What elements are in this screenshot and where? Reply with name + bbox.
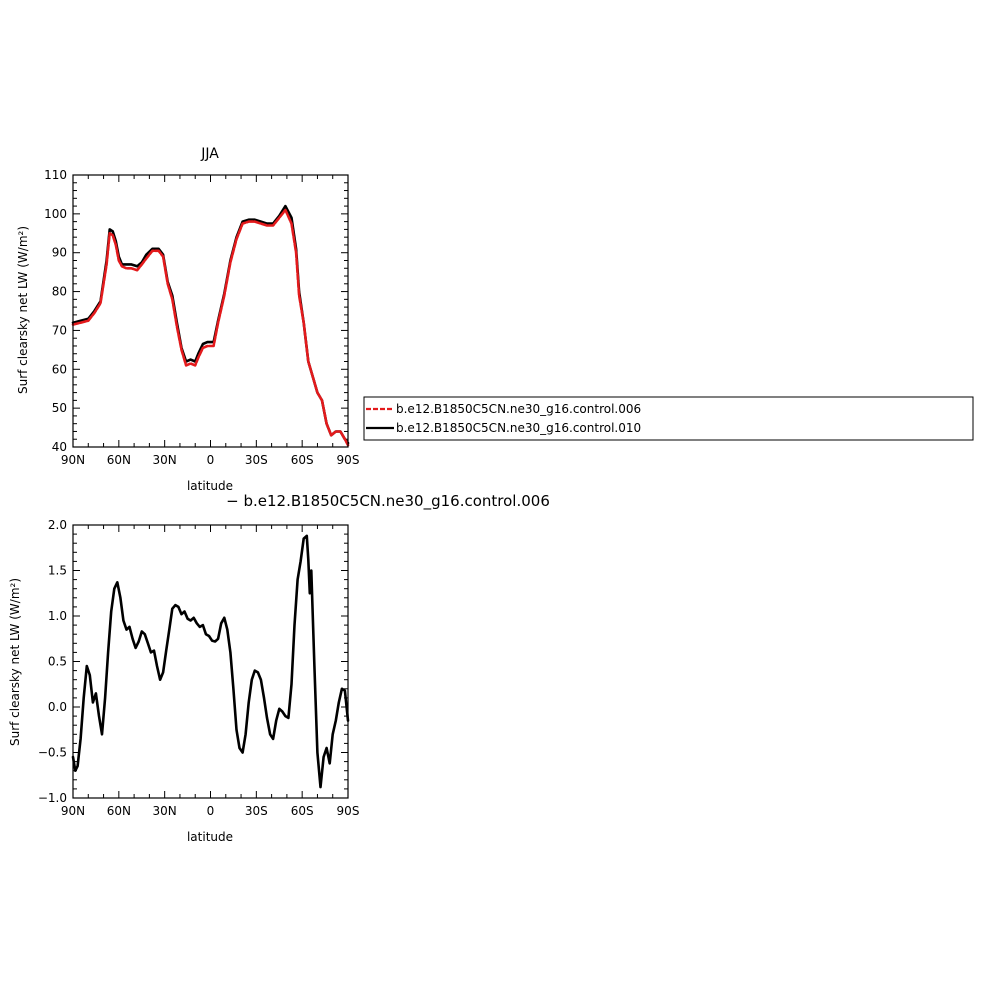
bottom-ytick-label: 0.0: [48, 700, 67, 714]
top-xtick-label: 60N: [107, 453, 131, 467]
bottom-ytick-label: −1.0: [38, 791, 67, 805]
bottom-ytick-label: 1.5: [48, 564, 67, 578]
bottom-xtick-label: 90N: [61, 804, 85, 818]
bottom-xtick-label: 0: [207, 804, 215, 818]
top-xtick-label: 30S: [245, 453, 268, 467]
top-ytick-label: 50: [52, 401, 67, 415]
top-xtick-label: 30N: [153, 453, 177, 467]
top-panel-frame: [72, 174, 349, 448]
top-ytick-label: 40: [52, 440, 67, 454]
top-xtick-label: 90S: [337, 453, 360, 467]
bottom-xtick-label: 60S: [291, 804, 314, 818]
bottom-panel-ticks: 90N 60N 30N 0 30S 60S 90S −1.0 −0.5 0.0 0.5 1.0 1.5 2…: [38, 518, 360, 818]
legend: b.e12.B1850C5CN.ne30_g16.control.006 b.e…: [363, 396, 974, 441]
top-ytick-label: 60: [52, 362, 67, 376]
top-ytick-label: 100: [44, 207, 67, 221]
bottom-xtick-label: 30N: [153, 804, 177, 818]
top-panel-title: JJA: [200, 146, 219, 162]
bottom-panel-xlabel: latitude: [187, 830, 233, 844]
top-series-line-0: [71, 208, 350, 447]
bottom-ytick-label: −0.5: [38, 746, 67, 760]
bottom-panel-title: − b.e12.B1850C5CN.ne30_g16.control.006: [226, 492, 550, 511]
bottom-panel: − b.e12.B1850C5CN.ne30_g16.control.006 S…: [8, 492, 550, 844]
top-panel-series: [71, 204, 350, 447]
bottom-xtick-label: 30S: [245, 804, 268, 818]
top-ytick-label: 70: [52, 323, 67, 337]
top-ytick-label: 110: [44, 168, 67, 182]
top-ytick-label: 90: [52, 246, 67, 260]
bottom-ytick-label: 2.0: [48, 518, 67, 532]
bottom-ytick-label: 0.5: [48, 655, 67, 669]
top-panel-xlabel: latitude: [187, 479, 233, 493]
bottom-ytick-label: 1.0: [48, 609, 67, 623]
top-panel-ticks: 90N 60N 30N 0 30S 60S 90S 40 50 60 70 80 90 100 110: [44, 168, 359, 467]
top-xtick-label: 0: [207, 453, 215, 467]
bottom-panel-ylabel: Surf clearsky net LW (W/m²): [8, 578, 22, 746]
bottom-panel-series: [71, 534, 350, 789]
legend-item-010: b.e12.B1850C5CN.ne30_g16.control.010: [396, 421, 641, 435]
bottom-xtick-label: 60N: [107, 804, 131, 818]
top-ytick-label: 80: [52, 285, 67, 299]
top-xtick-label: 90N: [61, 453, 85, 467]
legend-box: [363, 396, 974, 441]
bottom-panel-frame: [72, 524, 349, 799]
legend-item-006: b.e12.B1850C5CN.ne30_g16.control.006: [396, 402, 641, 416]
bottom-xtick-label: 90S: [337, 804, 360, 818]
bottom-series-line-0: [71, 534, 350, 789]
top-panel: JJA Surf clearsky net LW (W/m²) latitude…: [16, 146, 359, 493]
top-panel-ylabel: Surf clearsky net LW (W/m²): [16, 226, 30, 394]
top-xtick-label: 60S: [291, 453, 314, 467]
